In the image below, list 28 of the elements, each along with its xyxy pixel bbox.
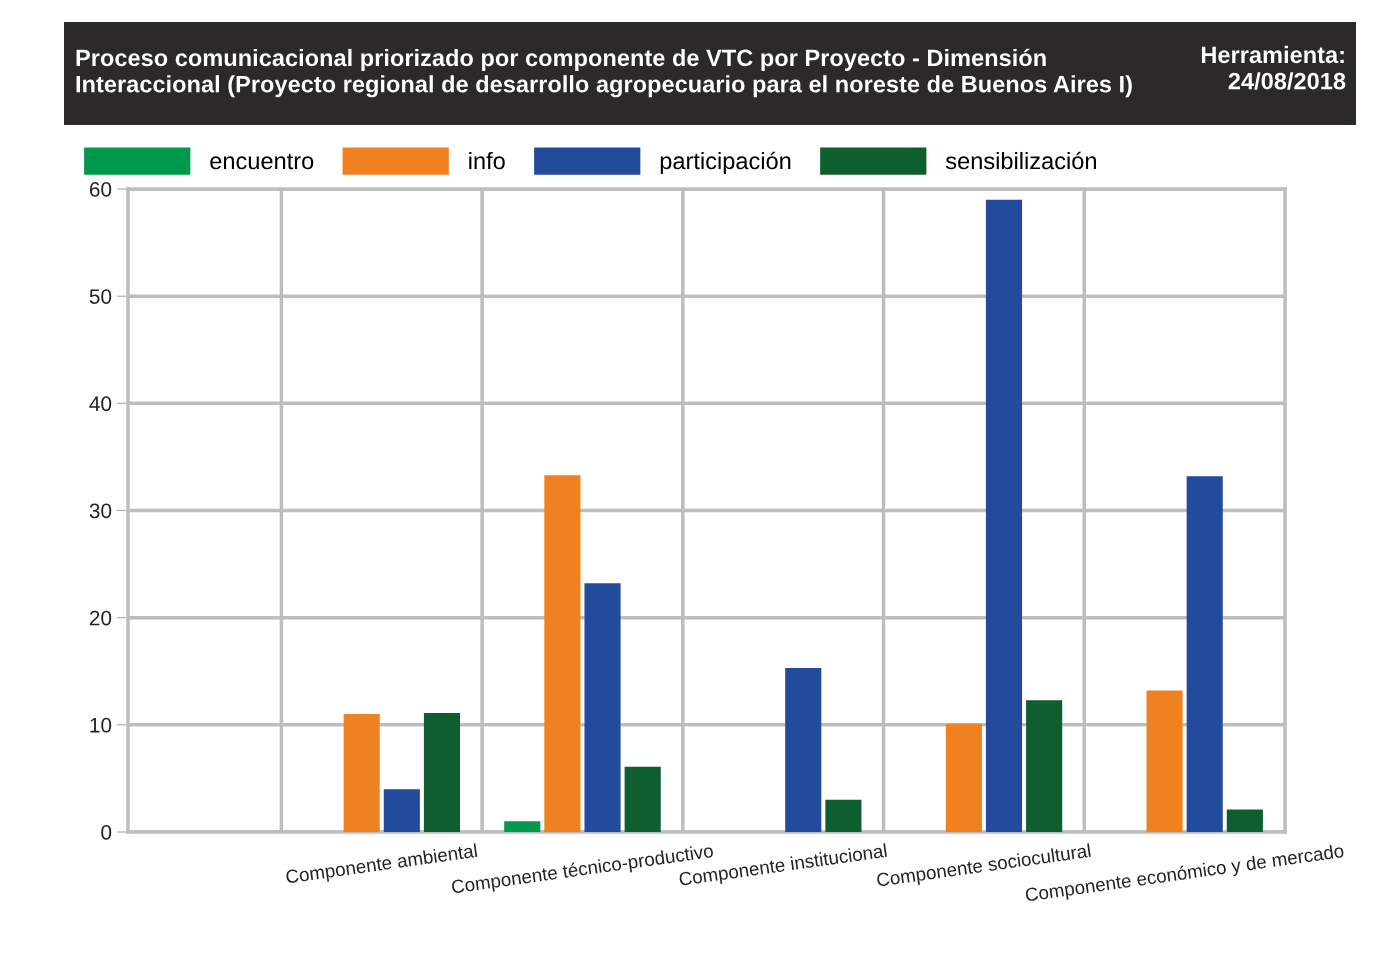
- bar: [624, 766, 661, 832]
- chart-subtitle: Herramienta: 24/08/2018: [1201, 45, 1346, 90]
- legend-label: info: [469, 151, 505, 170]
- bar: [504, 821, 541, 832]
- y-tick-label: 10: [90, 717, 112, 733]
- bar: [423, 713, 461, 832]
- bar: [343, 714, 380, 832]
- bar: [1026, 700, 1063, 832]
- bar: [785, 668, 822, 832]
- legend-label: encuentro: [210, 153, 314, 170]
- bar: [945, 723, 982, 832]
- bar: [584, 583, 621, 832]
- y-tick-label: 50: [89, 289, 112, 304]
- bar: [383, 789, 420, 832]
- legend-label: sensibilización: [945, 151, 1096, 170]
- bar: [1186, 476, 1223, 832]
- y-tick-label: 60: [89, 182, 112, 197]
- y-tick-label: 0: [101, 825, 112, 840]
- y-tick-label: 20: [89, 610, 112, 626]
- chart-title: Proceso comunicacional priorizado por componente de VTC por Proyecto - Dimensión Interaccional (Proyecto regional de desarrollo agropecuario para el noreste de Buenos Aires I): [76, 48, 1132, 98]
- y-tick-label: 40: [89, 396, 112, 412]
- bar: [825, 799, 862, 832]
- bar: [1226, 809, 1263, 832]
- bar: [544, 475, 581, 832]
- bar: [1146, 690, 1183, 832]
- y-tick-label: 30: [89, 503, 112, 519]
- bar: [985, 199, 1023, 832]
- legend-label: participación: [660, 151, 791, 174]
